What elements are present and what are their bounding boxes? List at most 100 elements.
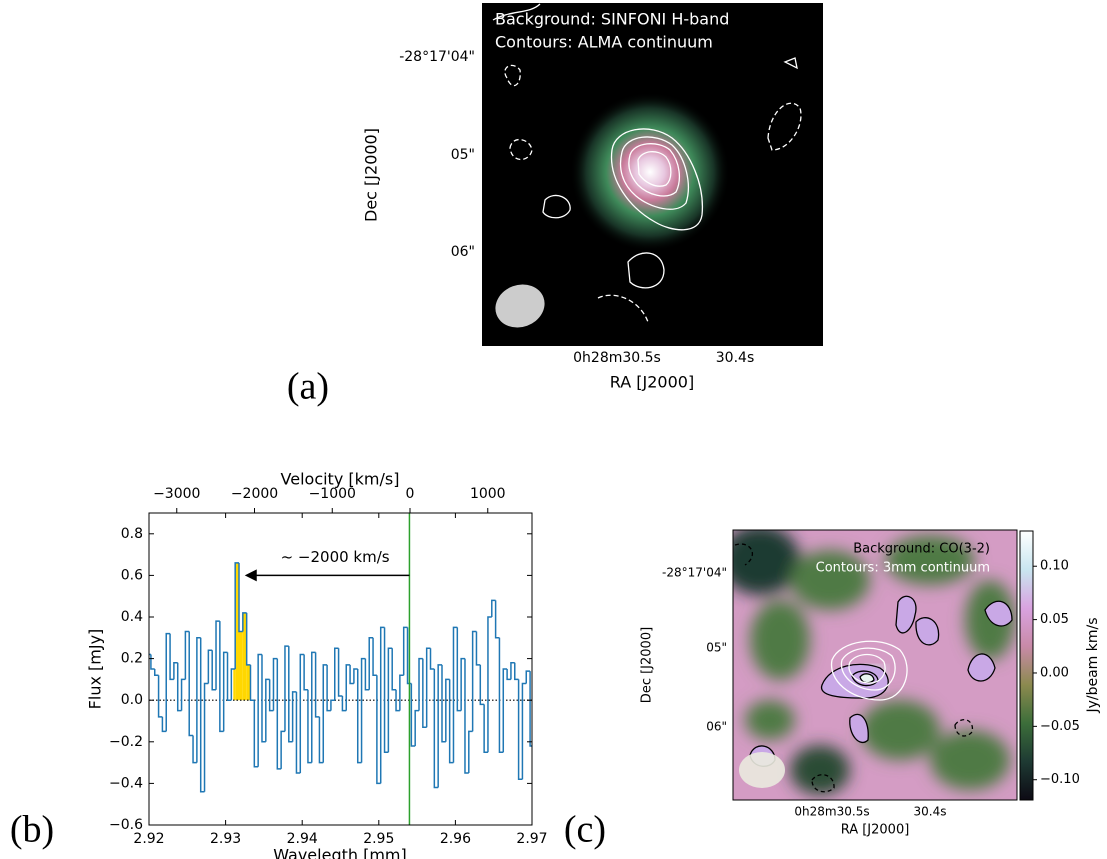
spectrum-step (356, 669, 362, 764)
spectrum-step (230, 668, 236, 701)
top-axis-label: Velocity [km/s] (281, 470, 400, 489)
y-tick-label: 0.2 (121, 651, 143, 667)
spectrum-step (372, 637, 377, 676)
panel-a: Background: SINFONI H-band Contours: ALM… (287, 3, 823, 408)
x-tick-label: 2.94 (287, 831, 318, 847)
spectrum-step (517, 679, 523, 780)
x-tick-label: 0h28m30.5s (794, 805, 869, 819)
spectrum-step (188, 631, 194, 737)
x-tick-label: 2.95 (363, 831, 394, 847)
spectrum-step (506, 669, 511, 681)
contours (492, 3, 802, 323)
colorbar-tick-label: 0.05 (1040, 612, 1069, 627)
y-tick-label: 06" (706, 720, 727, 734)
top-tick-label: −2000 (231, 486, 278, 502)
spectrum-step (468, 730, 473, 773)
spectrum-step (360, 657, 366, 763)
highlight-fill (239, 631, 243, 701)
spectrum-step (510, 662, 515, 680)
spectrum-step (456, 627, 462, 712)
spectrum-step (238, 562, 243, 633)
annotation-text: ~ −2000 km/s (281, 548, 390, 566)
spectrum-step (364, 658, 370, 691)
y-tick-label: 0.0 (121, 692, 143, 708)
spectrum-step (399, 674, 404, 711)
spectrum-step (307, 689, 312, 764)
x-tick-label: 30.4s (914, 805, 947, 819)
spectrum-step (387, 647, 393, 753)
spectrum-step (219, 621, 224, 733)
spectrum-step (376, 675, 381, 785)
spectrum-step (199, 637, 205, 793)
x-tick-label: 2.96 (440, 831, 471, 847)
spectrum-step (460, 657, 465, 711)
spectrum-step (211, 650, 217, 691)
spectrum-step (529, 671, 532, 747)
colorbar-tick-label: −0.05 (1040, 719, 1080, 734)
source-emission (570, 92, 730, 252)
spectrum-step (464, 658, 469, 774)
highlight-fill (233, 669, 236, 701)
spectrum-step (441, 664, 446, 743)
x-tick-label: 30.4s (716, 350, 754, 366)
spectrum-step (215, 620, 220, 690)
spectrum-step (180, 678, 186, 711)
spectrum-step (525, 670, 531, 684)
axes-frame (732, 529, 1018, 801)
annotation: Contours: 3mm continuum (816, 561, 990, 576)
spectrum-step (514, 662, 519, 681)
spectrum-step (471, 630, 477, 732)
x-tick-label: 2.97 (516, 831, 547, 847)
x-tick-label: 0h28m30.5s (573, 350, 661, 366)
spectrum-step (445, 678, 450, 742)
spectrum-step (169, 633, 174, 681)
spectrum-step (498, 637, 504, 753)
top-tick-label: 1000 (470, 486, 506, 502)
spectrum-step (330, 699, 335, 711)
y-tick-label: 0.6 (121, 567, 143, 583)
spectrum-step (268, 679, 274, 712)
spectrum-step (173, 662, 178, 680)
spectrum-step (276, 658, 282, 770)
y-tick-label: -28°17'04" (399, 49, 475, 65)
spectrum-step (226, 652, 232, 701)
spectrum-step (203, 682, 209, 792)
colorbar-tick-label: 0.10 (1040, 559, 1069, 574)
x-tick-label: 2.93 (210, 831, 241, 847)
spectrum-step (192, 735, 197, 764)
y-tick-label: 06" (451, 244, 475, 260)
spectrum-step (161, 716, 167, 733)
beam (495, 284, 545, 328)
spectrum-step (165, 632, 171, 732)
top-tick-label: 0 (406, 486, 415, 502)
spectrum-step (272, 657, 278, 711)
spectrum-step (249, 664, 255, 701)
spectrum-step (280, 730, 285, 769)
spectrum-step (502, 668, 508, 753)
panel-label: (a) (287, 366, 329, 408)
spectrum-step (157, 675, 163, 718)
spectrum-step (284, 645, 289, 732)
panel-b: Velocity [km/s] Wavelegth [mm] Flux [mJy… (10, 470, 407, 859)
spectrum-step (337, 648, 343, 697)
spectrum-step (475, 631, 481, 666)
spectrum-step (341, 696, 347, 712)
spectrum-step (345, 664, 351, 711)
spectrum-step (491, 599, 496, 617)
y-tick-label: 05" (451, 147, 475, 163)
top-tick-label: −3000 (153, 486, 200, 502)
axes-frame (148, 512, 533, 826)
spectrum-step (291, 691, 297, 742)
spectrum-step (429, 648, 435, 670)
spectrum-step (418, 657, 423, 711)
spectrum-step (257, 653, 262, 767)
y-axis-label: Dec [J2000] (362, 128, 381, 222)
highlight-fill (246, 664, 251, 701)
spectrum-step (395, 689, 400, 712)
spectrum-step (261, 654, 266, 743)
spectrum-step (314, 652, 320, 718)
spectrum-step (368, 637, 374, 690)
spectrum-step (383, 627, 389, 753)
spectrum-step (153, 669, 159, 676)
